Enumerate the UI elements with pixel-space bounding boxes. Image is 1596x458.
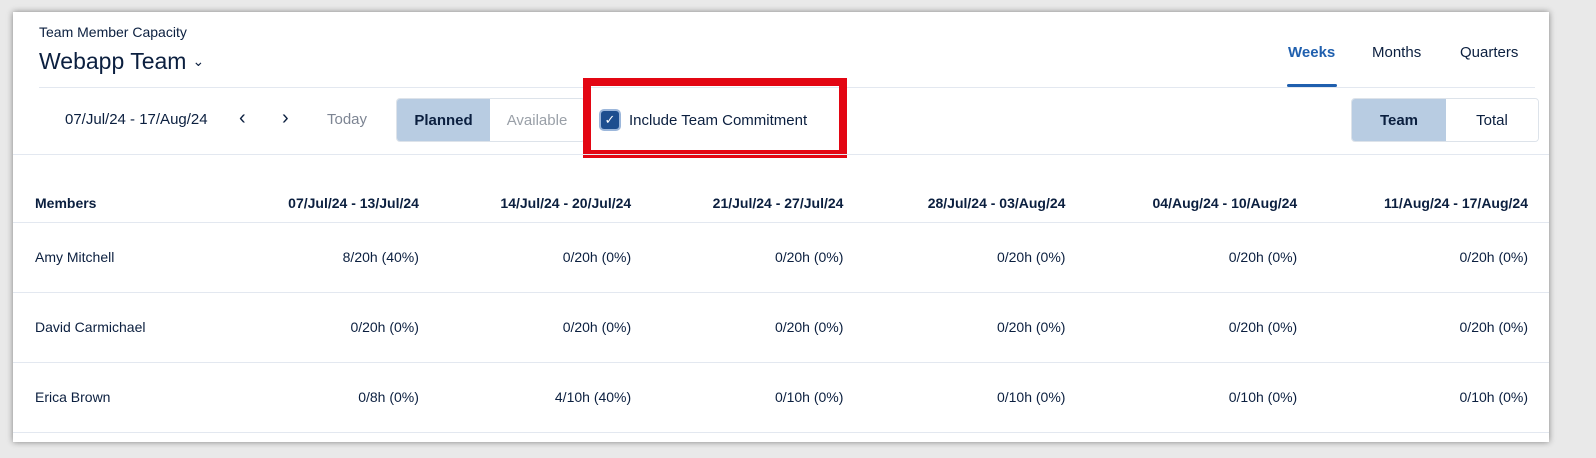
table-row: David Carmichael 0/20h (0%) 0/20h (0%) 0/20… (13, 292, 1549, 363)
scope-toggle: Team Total (1351, 98, 1539, 142)
planned-button[interactable]: Planned (397, 99, 490, 141)
page-subtitle: Team Member Capacity (39, 24, 187, 40)
page-title: Webapp Team (39, 48, 187, 74)
date-range: 07/Jul/24 - 17/Aug/24 (65, 111, 208, 128)
include-team-commitment-checkbox[interactable]: ✓ Include Team Commitment (601, 111, 807, 129)
total-button[interactable]: Total (1445, 99, 1538, 141)
capacity-cell: 0/10h (0%) (652, 362, 865, 433)
capacity-cell: 0/20h (0%) (439, 222, 653, 293)
capacity-cell: 0/20h (0%) (652, 292, 865, 363)
member-name: Amy Mitchell (13, 222, 228, 293)
tab-quarters[interactable]: Quarters (1460, 44, 1519, 61)
mode-toggle: Planned Available (396, 98, 585, 142)
column-header: 04/Aug/24 - 10/Aug/24 (1086, 184, 1319, 223)
column-header: 21/Jul/24 - 27/Jul/24 (652, 184, 865, 223)
column-header: 11/Aug/24 - 17/Aug/24 (1318, 184, 1549, 223)
team-selector[interactable]: Webapp Team ⌄ (39, 48, 204, 75)
member-name: Erica Brown (13, 362, 228, 433)
capacity-cell: 0/10h (0%) (1318, 362, 1549, 433)
highlight-box (583, 78, 847, 158)
column-header: 07/Jul/24 - 13/Jul/24 (227, 184, 440, 223)
capacity-panel: Team Member Capacity Webapp Team ⌄ Weeks … (13, 12, 1549, 442)
capacity-cell: 0/20h (0%) (1318, 292, 1549, 363)
capacity-cell: 0/20h (0%) (652, 222, 865, 293)
available-button[interactable]: Available (490, 99, 584, 141)
table-row: Erica Brown 0/8h (0%) 4/10h (40%) 0/10h (0%… (13, 362, 1549, 433)
checkbox-label: Include Team Commitment (629, 111, 808, 129)
capacity-cell: 0/20h (0%) (439, 292, 653, 363)
chevron-left-icon[interactable]: ‹ (239, 107, 246, 129)
capacity-cell: 0/20h (0%) (864, 222, 1087, 293)
tab-months[interactable]: Months (1372, 44, 1422, 61)
capacity-cell: 0/20h (0%) (1318, 222, 1549, 293)
active-tab-indicator (1287, 84, 1337, 87)
table-row: Amy Mitchell 8/20h (40%) 0/20h (0%) 0/20h (… (13, 222, 1549, 293)
capacity-cell: 0/10h (0%) (864, 362, 1087, 433)
capacity-cell: 0/10h (0%) (1086, 362, 1319, 433)
capacity-cell: 4/10h (40%) (439, 362, 653, 433)
tab-weeks[interactable]: Weeks (1288, 44, 1336, 61)
capacity-cell: 0/20h (0%) (864, 292, 1087, 363)
checkmark-icon[interactable]: ✓ (601, 111, 619, 129)
divider (39, 87, 1535, 88)
table-header-row: Members 07/Jul/24 - 13/Jul/24 14/Jul/24 … (13, 184, 1549, 223)
column-header: Members (13, 184, 228, 223)
chevron-down-icon: ⌄ (192, 53, 205, 69)
capacity-cell: 0/20h (0%) (1086, 292, 1319, 363)
divider (13, 154, 1549, 155)
capacity-cell: 0/20h (0%) (1086, 222, 1319, 293)
column-header: 28/Jul/24 - 03/Aug/24 (864, 184, 1087, 223)
team-button[interactable]: Team (1352, 99, 1446, 141)
column-header: 14/Jul/24 - 20/Jul/24 (439, 184, 653, 223)
capacity-cell: 8/20h (40%) (227, 222, 440, 293)
chevron-right-icon[interactable]: › (282, 107, 289, 129)
capacity-cell: 0/20h (0%) (227, 292, 440, 363)
today-button[interactable]: Today (327, 111, 368, 128)
capacity-table: Members 07/Jul/24 - 13/Jul/24 14/Jul/24 … (13, 184, 1549, 433)
capacity-cell: 0/8h (0%) (227, 362, 440, 433)
member-name: David Carmichael (13, 292, 228, 363)
